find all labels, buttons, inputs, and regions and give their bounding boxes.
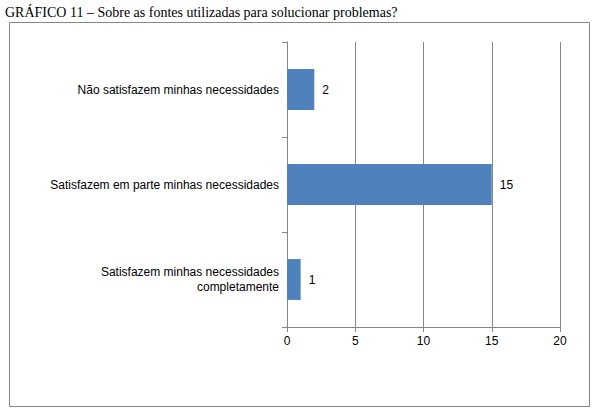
svg-text:20: 20 [553, 334, 567, 348]
svg-text:Não satisfazem minhas necessid: Não satisfazem minhas necessidades [78, 83, 279, 97]
svg-text:Satisfazem em parte minhas nec: Satisfazem em parte minhas necessidades [50, 178, 279, 192]
svg-text:5: 5 [352, 334, 359, 348]
svg-text:2: 2 [322, 83, 329, 97]
svg-text:15: 15 [485, 334, 499, 348]
svg-text:completamente: completamente [197, 280, 279, 294]
svg-text:10: 10 [417, 334, 431, 348]
svg-text:Satisfazem minhas necessidades: Satisfazem minhas necessidades [101, 265, 279, 279]
svg-text:GRÁFICO 11 – Sobre as fontes u: GRÁFICO 11 – Sobre as fontes utilizadas … [5, 4, 398, 20]
svg-text:0: 0 [284, 334, 291, 348]
svg-text:1: 1 [309, 273, 316, 287]
svg-text:15: 15 [500, 178, 514, 192]
